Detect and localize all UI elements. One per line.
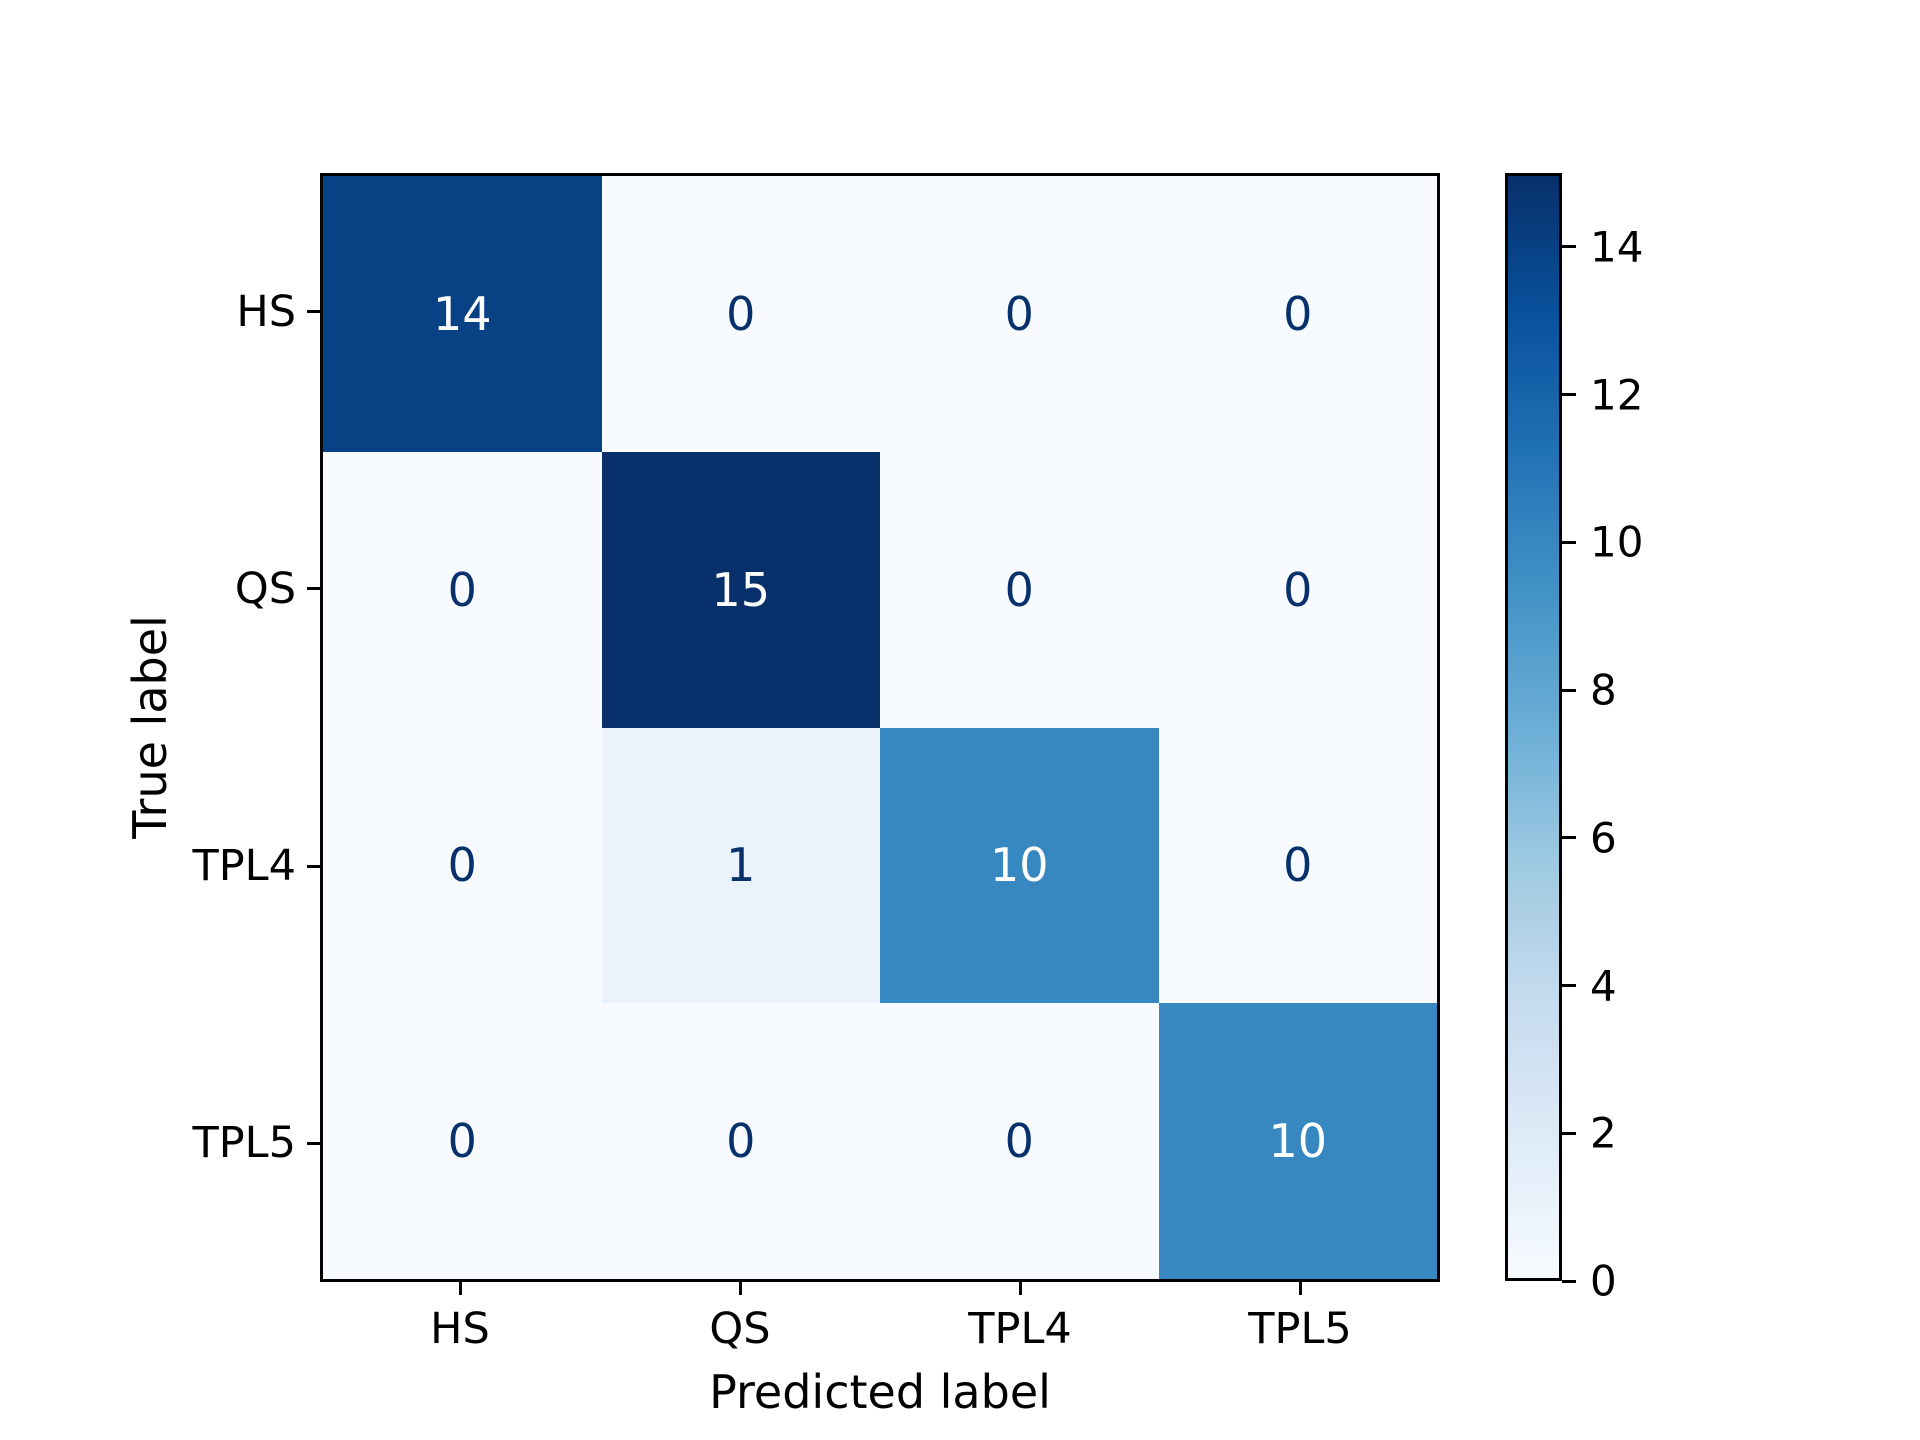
x-tick-mark — [1298, 1282, 1302, 1295]
y-tick-mark — [307, 1141, 320, 1145]
colorbar-tick-label-6: 6 — [1590, 813, 1617, 863]
colorbar-tick-label-4: 4 — [1590, 961, 1617, 1011]
cell-value: 0 — [1004, 1114, 1034, 1169]
cell-value: 1 — [726, 838, 756, 893]
colorbar-tick-mark — [1562, 984, 1576, 988]
x-tick-mark — [738, 1282, 742, 1295]
x-tick-label-TPL4: TPL4 — [968, 1304, 1072, 1354]
x-tick-label-QS: QS — [709, 1304, 771, 1354]
colorbar-tick-label-0: 0 — [1590, 1256, 1617, 1306]
matrix-cell-HS-TPL5: 0 — [1158, 176, 1437, 452]
colorbar-tick-label-14: 14 — [1590, 222, 1644, 272]
x-tick-mark — [458, 1282, 462, 1295]
matrix-cell-TPL5-QS: 0 — [601, 1003, 880, 1279]
cell-value: 0 — [1283, 286, 1313, 341]
colorbar — [1505, 173, 1562, 1281]
matrix-cell-TPL4-TPL5: 0 — [1158, 727, 1437, 1004]
cell-value: 10 — [1268, 1114, 1328, 1169]
cell-value: 0 — [726, 1114, 756, 1169]
y-tick-mark — [307, 864, 320, 868]
colorbar-tick-label-8: 8 — [1590, 665, 1617, 715]
matrix-cell-TPL5-HS: 0 — [323, 1003, 602, 1279]
colorbar-tick-label-10: 10 — [1590, 517, 1644, 567]
matrix-cell-HS-TPL4: 0 — [880, 176, 1159, 452]
cell-value: 0 — [1004, 562, 1034, 617]
colorbar-tick-mark — [1562, 836, 1576, 840]
matrix-cell-TPL5-TPL5: 10 — [1158, 1003, 1437, 1279]
x-tick-label-HS: HS — [430, 1304, 490, 1354]
cell-value: 10 — [989, 838, 1049, 893]
y-tick-mark — [307, 587, 320, 591]
y-tick-label-QS: QS — [234, 563, 296, 614]
matrix-cell-HS-HS: 14 — [323, 176, 602, 452]
matrix-cell-QS-TPL5: 0 — [1158, 451, 1437, 728]
y-tick-label-TPL4: TPL4 — [192, 841, 296, 892]
y-tick-mark — [307, 310, 320, 314]
matrix-cell-TPL4-HS: 0 — [323, 727, 602, 1004]
matrix-cell-QS-TPL4: 0 — [880, 451, 1159, 728]
cell-value: 0 — [1283, 562, 1313, 617]
cell-value: 0 — [726, 286, 756, 341]
heatmap-axes: 14 0 0 0 0 15 0 0 0 1 10 0 0 0 0 10 — [320, 173, 1440, 1282]
cell-value: 15 — [711, 562, 771, 617]
matrix-cell-TPL4-QS: 1 — [601, 727, 880, 1004]
x-axis-label: Predicted label — [709, 1365, 1051, 1419]
matrix-cell-HS-QS: 0 — [601, 176, 880, 452]
x-tick-label-TPL5: TPL5 — [1248, 1304, 1352, 1354]
matrix-cell-QS-QS: 15 — [601, 451, 880, 728]
matrix-cell-TPL4-TPL4: 10 — [880, 727, 1159, 1004]
colorbar-tick-mark — [1562, 688, 1576, 692]
colorbar-tick-mark — [1562, 393, 1576, 397]
y-tick-label-HS: HS — [236, 286, 296, 337]
cell-value: 0 — [447, 1114, 477, 1169]
colorbar-tick-mark — [1562, 540, 1576, 544]
cell-value: 0 — [1004, 286, 1034, 341]
heatmap-cells: 14 0 0 0 0 15 0 0 0 1 10 0 0 0 0 10 — [323, 176, 1437, 1279]
colorbar-tick-mark — [1562, 1279, 1576, 1283]
cell-value: 14 — [432, 286, 492, 341]
cell-value: 0 — [447, 838, 477, 893]
matrix-cell-QS-HS: 0 — [323, 451, 602, 728]
colorbar-tick-mark — [1562, 1131, 1576, 1135]
y-axis-label: True label — [123, 615, 177, 839]
y-tick-label-TPL5: TPL5 — [192, 1118, 296, 1169]
colorbar-tick-label-12: 12 — [1590, 370, 1644, 420]
matrix-cell-TPL5-TPL4: 0 — [880, 1003, 1159, 1279]
colorbar-tick-label-2: 2 — [1590, 1108, 1617, 1158]
colorbar-tick-mark — [1562, 245, 1576, 249]
cell-value: 0 — [1283, 838, 1313, 893]
cell-value: 0 — [447, 562, 477, 617]
x-tick-mark — [1018, 1282, 1022, 1295]
